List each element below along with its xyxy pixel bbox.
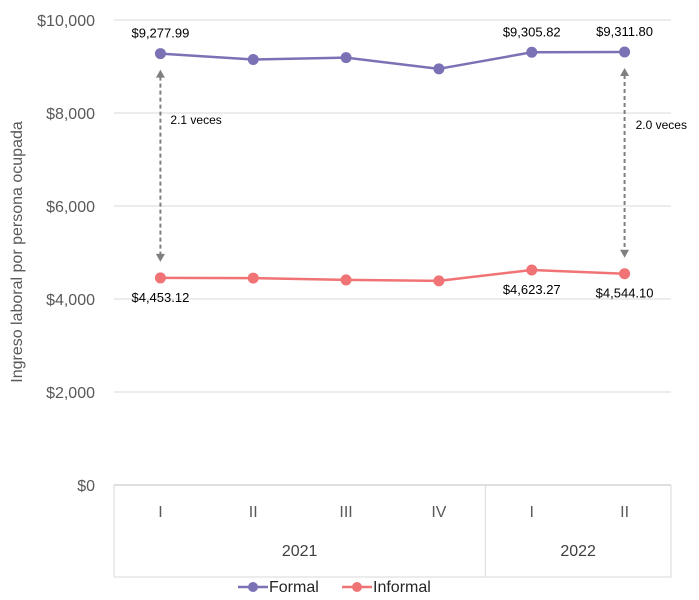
legend-swatch-marker — [248, 582, 258, 592]
ratio-arrows: 2.1 veces 2.0 veces — [155, 68, 687, 262]
data-label: $4,544.10 — [596, 286, 654, 301]
x-tick-label: II — [249, 504, 258, 521]
x-group-label: 2022 — [560, 543, 596, 560]
data-point-informal — [526, 264, 538, 276]
data-point-informal — [154, 272, 166, 284]
data-point-formal — [433, 63, 445, 75]
legend-label: Formal — [269, 579, 319, 596]
y-tick-label: $0 — [77, 478, 95, 495]
data-labels: $9,277.99 $9,305.82 $9,311.80 $4,453.12 $4,6… — [131, 24, 653, 305]
y-axis-ticks: $0 $2,000 $4,000 $6,000 $8,000 $10,000 — [37, 13, 95, 495]
gridlines — [114, 19, 671, 486]
y-tick-label: $2,000 — [46, 385, 95, 402]
y-tick-label: $4,000 — [46, 292, 95, 309]
ratio-arrow-head — [155, 253, 165, 262]
x-tick-label: II — [620, 504, 629, 521]
x-tick-label: IV — [431, 504, 446, 521]
y-tick-label: $8,000 — [46, 106, 95, 123]
x-group-label: 2021 — [282, 543, 318, 560]
data-label: $9,305.82 — [503, 24, 561, 39]
data-label: $4,623.27 — [503, 282, 561, 297]
series-line-formal — [160, 50, 625, 71]
ratio-annotation: 2.0 veces — [636, 118, 687, 132]
data-point-formal — [340, 52, 352, 64]
data-point-formal — [526, 46, 538, 58]
y-tick-label: $6,000 — [46, 199, 95, 216]
data-point-informal — [247, 272, 259, 284]
series-lines — [154, 46, 631, 287]
ratio-arrow-head — [620, 68, 630, 77]
ratio-annotation: 2.1 veces — [170, 113, 221, 127]
data-label: $9,311.80 — [596, 24, 653, 39]
x-tick-label: I — [158, 504, 162, 521]
ratio-arrow-head — [155, 69, 165, 78]
y-tick-label: $10,000 — [37, 13, 95, 30]
y-axis-label: Ingreso laboral por persona ocupada — [9, 121, 26, 383]
x-tick-label: III — [339, 504, 352, 521]
data-label: $9,277.99 — [131, 26, 189, 41]
data-point-informal — [433, 275, 445, 287]
data-point-formal — [247, 54, 259, 66]
ratio-arrow-head — [620, 249, 630, 258]
legend-label: Informal — [373, 579, 431, 596]
series-line-informal — [160, 268, 625, 283]
data-point-informal — [340, 274, 352, 286]
x-tick-label: I — [530, 504, 534, 521]
data-point-formal — [619, 46, 631, 58]
data-point-informal — [619, 268, 631, 280]
legend: Formal Informal — [238, 579, 431, 596]
data-point-formal — [154, 48, 166, 60]
data-label: $4,453.12 — [131, 290, 189, 305]
legend-swatch-marker — [352, 582, 362, 592]
